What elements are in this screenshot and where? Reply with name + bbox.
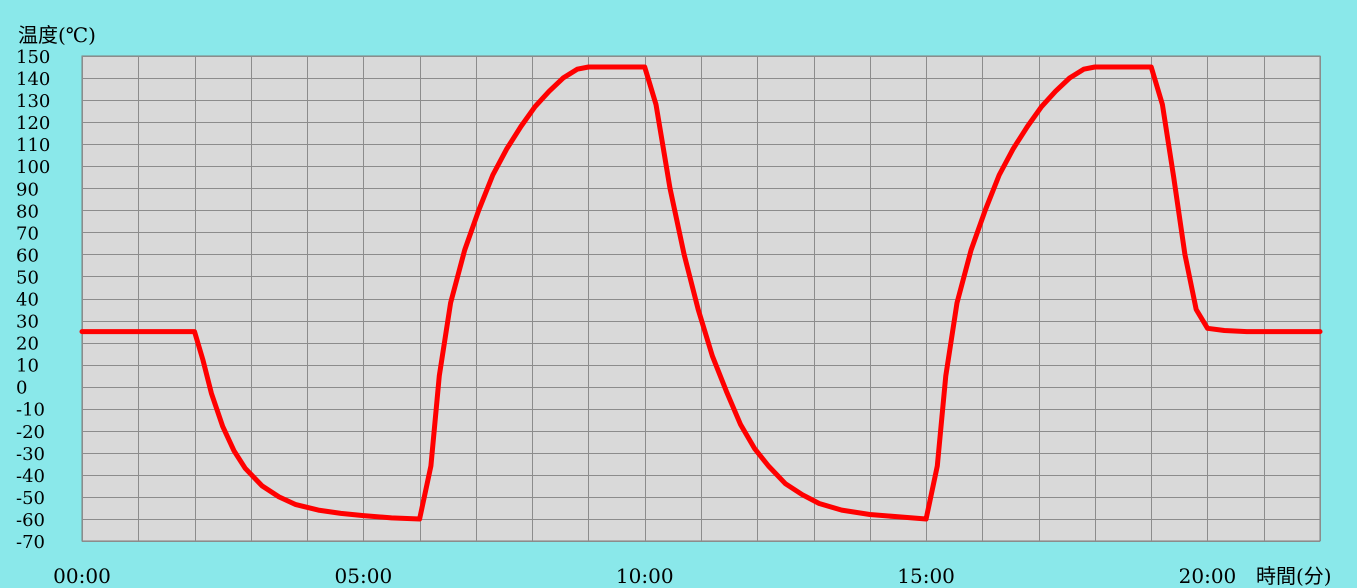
y-tick-label: -40 bbox=[16, 466, 45, 487]
x-tick-labels: 00:00 05:00 10:00 15:00 20:00 bbox=[53, 564, 1236, 588]
x-tick-label: 00:00 bbox=[53, 564, 111, 588]
temperature-series-line bbox=[79, 64, 1323, 522]
y-tick-label: 140 bbox=[16, 69, 50, 90]
y-tick-label: 70 bbox=[16, 223, 39, 244]
x-tick-label: 20:00 bbox=[1179, 564, 1237, 588]
y-tick-label: 130 bbox=[16, 91, 50, 112]
y-tick-label: -30 bbox=[16, 444, 45, 465]
x-tick-label: 15:00 bbox=[897, 564, 955, 588]
x-tick-label: 10:00 bbox=[616, 564, 674, 588]
x-tick-label: 05:00 bbox=[335, 564, 393, 588]
y-tick-label: 100 bbox=[16, 157, 50, 178]
y-tick-label: 150 bbox=[16, 47, 50, 68]
y-tick-label: 40 bbox=[16, 290, 39, 311]
y-tick-label: 0 bbox=[16, 378, 27, 399]
y-tick-label: -20 bbox=[16, 422, 45, 443]
x-axis-label: 時間(分) bbox=[1256, 564, 1332, 588]
y-tick-label: 20 bbox=[16, 334, 39, 355]
y-tick-label: 50 bbox=[16, 267, 39, 288]
y-tick-label: 90 bbox=[16, 179, 39, 200]
y-axis-label: 温度(℃) bbox=[18, 23, 96, 47]
y-tick-label: -10 bbox=[16, 400, 45, 421]
y-tick-label: -60 bbox=[16, 510, 45, 531]
y-tick-label: 120 bbox=[16, 113, 50, 134]
y-tick-label: 10 bbox=[16, 356, 39, 377]
y-tick-label: 30 bbox=[16, 312, 39, 333]
y-tick-label: 80 bbox=[16, 201, 39, 222]
y-tick-label: -70 bbox=[16, 532, 45, 553]
y-tick-label: 110 bbox=[16, 135, 50, 156]
y-tick-labels: -70-60-50-40-30-20-100102030405060708090… bbox=[16, 47, 50, 553]
y-tick-label: -50 bbox=[16, 488, 45, 509]
y-tick-label: 60 bbox=[16, 245, 39, 266]
grid-lines bbox=[82, 56, 1321, 542]
